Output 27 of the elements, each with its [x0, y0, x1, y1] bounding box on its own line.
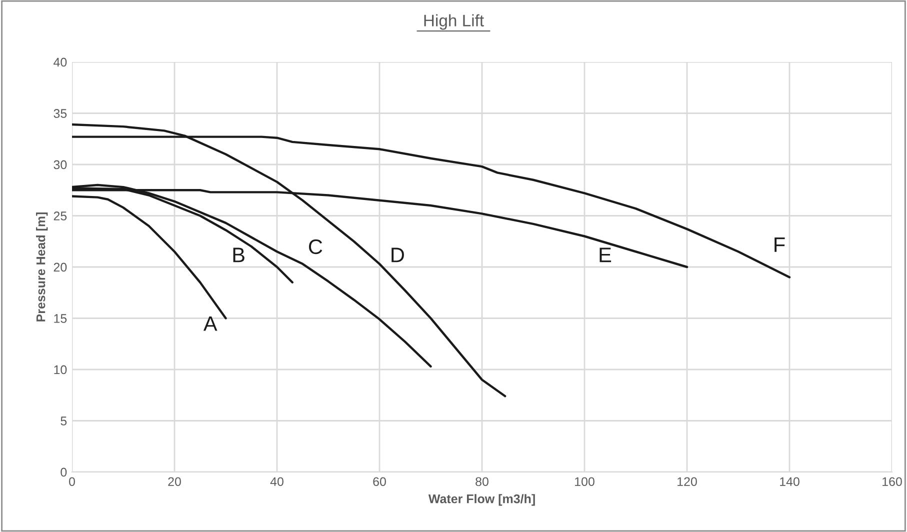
x-tick-label: 40 [270, 477, 284, 486]
series-label: D [392, 248, 404, 262]
x-tick-label: 160 [882, 477, 902, 486]
series-label: C [308, 239, 322, 254]
y-tick-label: 20 [54, 262, 67, 272]
series-label: A [203, 316, 218, 331]
y-tick-label: 10 [54, 365, 67, 374]
x-tick-label: 120 [678, 477, 697, 486]
x-tick-label: 20 [168, 477, 181, 486]
y-tick-label: 0 [60, 468, 67, 477]
series-label: E [600, 248, 612, 262]
x-tick-label: 100 [575, 477, 594, 486]
series-label: B [233, 248, 244, 262]
x-axis-title: Water Flow [m3/h] [428, 494, 535, 506]
x-tick-label: 0 [69, 477, 75, 486]
x-tick-label: 140 [780, 477, 800, 486]
x-tick-label: 80 [476, 477, 488, 486]
x-tick-label: 60 [373, 477, 386, 486]
y-axis-title: Pressure Head [m] [36, 212, 48, 322]
y-tick-label: 5 [60, 416, 67, 426]
y-tick-label: 15 [54, 314, 67, 323]
y-tick-label: 35 [54, 109, 67, 118]
y-tick-label: 40 [54, 58, 67, 67]
y-tick-label: 30 [54, 160, 67, 170]
y-tick-label: 25 [54, 212, 67, 220]
chart-title: High Lift [424, 14, 484, 30]
series-label: F [774, 238, 785, 252]
